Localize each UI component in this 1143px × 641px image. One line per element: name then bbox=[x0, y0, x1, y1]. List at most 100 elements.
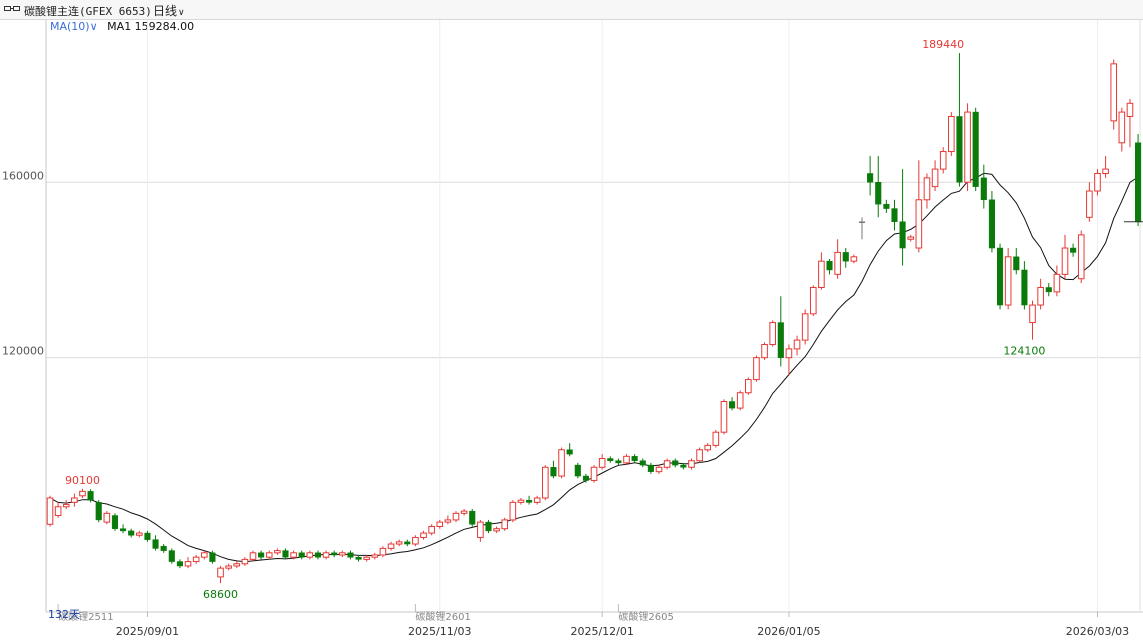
candle[interactable] bbox=[209, 550, 216, 564]
candle[interactable] bbox=[948, 112, 955, 156]
candle[interactable] bbox=[858, 217, 866, 240]
candle[interactable] bbox=[217, 565, 224, 584]
candle[interactable] bbox=[793, 335, 801, 356]
candle[interactable] bbox=[623, 454, 630, 466]
candle[interactable] bbox=[452, 511, 460, 523]
candle[interactable] bbox=[258, 550, 265, 560]
candle[interactable] bbox=[1102, 155, 1109, 178]
candle[interactable] bbox=[379, 546, 387, 558]
candle[interactable] bbox=[1037, 278, 1044, 310]
candle[interactable] bbox=[615, 458, 622, 466]
candle[interactable] bbox=[184, 557, 192, 569]
candle[interactable] bbox=[103, 511, 111, 525]
candle[interactable] bbox=[769, 320, 776, 347]
candle[interactable] bbox=[996, 243, 1004, 310]
candle[interactable] bbox=[533, 495, 541, 505]
candle[interactable] bbox=[314, 550, 322, 560]
candle[interactable] bbox=[1013, 248, 1020, 275]
candle[interactable] bbox=[355, 554, 362, 562]
candle[interactable] bbox=[460, 508, 468, 516]
candle[interactable] bbox=[1061, 234, 1069, 279]
candle[interactable] bbox=[590, 465, 598, 483]
candle[interactable] bbox=[509, 500, 517, 523]
candle[interactable] bbox=[200, 550, 208, 560]
candle[interactable] bbox=[160, 544, 167, 553]
candle[interactable] bbox=[526, 495, 533, 505]
candle[interactable] bbox=[1021, 261, 1028, 310]
candle[interactable] bbox=[1053, 265, 1061, 297]
candle[interactable] bbox=[761, 342, 768, 360]
candle[interactable] bbox=[46, 495, 54, 527]
candle[interactable] bbox=[517, 497, 525, 505]
candle[interactable] bbox=[54, 502, 62, 518]
candle[interactable] bbox=[720, 399, 728, 435]
candle[interactable] bbox=[753, 355, 760, 382]
candle[interactable] bbox=[168, 548, 175, 564]
candle[interactable] bbox=[680, 462, 687, 470]
candle[interactable] bbox=[809, 285, 817, 316]
candle[interactable] bbox=[128, 528, 135, 538]
candle[interactable] bbox=[428, 524, 435, 536]
candle[interactable] bbox=[1070, 243, 1077, 257]
candle[interactable] bbox=[347, 550, 354, 560]
candle[interactable] bbox=[842, 248, 849, 268]
candle[interactable] bbox=[907, 234, 915, 242]
candle[interactable] bbox=[931, 160, 939, 192]
candle[interactable] bbox=[1086, 182, 1093, 222]
candle[interactable] bbox=[891, 199, 898, 231]
candle[interactable] bbox=[249, 550, 257, 562]
candle[interactable] bbox=[712, 430, 720, 448]
candle[interactable] bbox=[136, 530, 143, 538]
candle[interactable] bbox=[331, 550, 338, 558]
candle[interactable] bbox=[469, 508, 476, 527]
candle[interactable] bbox=[1004, 248, 1012, 310]
candle[interactable] bbox=[801, 309, 809, 345]
candle[interactable] bbox=[192, 554, 200, 564]
candle[interactable] bbox=[477, 519, 484, 542]
candle[interactable] bbox=[785, 344, 793, 376]
candle[interactable] bbox=[915, 160, 923, 253]
candle[interactable] bbox=[972, 107, 979, 192]
candle[interactable] bbox=[777, 296, 784, 367]
candle[interactable] bbox=[493, 526, 500, 534]
candle[interactable] bbox=[566, 443, 573, 457]
candle[interactable] bbox=[144, 530, 151, 542]
candle[interactable] bbox=[420, 530, 427, 540]
candle[interactable] bbox=[939, 147, 947, 174]
candle[interactable] bbox=[176, 559, 183, 569]
candle[interactable] bbox=[883, 199, 890, 213]
candle[interactable] bbox=[322, 550, 330, 560]
candle[interactable] bbox=[1045, 283, 1052, 297]
candle[interactable] bbox=[696, 447, 703, 463]
candle[interactable] bbox=[964, 103, 971, 192]
candle[interactable] bbox=[485, 519, 492, 534]
candle[interactable] bbox=[363, 554, 370, 562]
candle[interactable] bbox=[988, 191, 995, 253]
candle[interactable] bbox=[704, 443, 712, 452]
candle[interactable] bbox=[736, 390, 744, 411]
candle[interactable] bbox=[834, 239, 841, 279]
candle[interactable] bbox=[444, 515, 452, 525]
candle[interactable] bbox=[1094, 169, 1101, 196]
candle[interactable] bbox=[87, 489, 94, 503]
ma-indicator-select[interactable]: MA(10)∨ bbox=[50, 20, 98, 33]
candle[interactable] bbox=[729, 397, 736, 411]
candle[interactable] bbox=[152, 535, 159, 551]
candle[interactable] bbox=[79, 488, 86, 498]
candle[interactable] bbox=[282, 548, 289, 560]
candle[interactable] bbox=[598, 454, 606, 470]
candle[interactable] bbox=[899, 169, 906, 266]
candle[interactable] bbox=[436, 519, 444, 529]
period-select[interactable]: 日线∨ bbox=[153, 2, 185, 19]
candle[interactable] bbox=[582, 473, 589, 483]
candle[interactable] bbox=[233, 561, 241, 569]
candle[interactable] bbox=[371, 552, 379, 560]
candle[interactable] bbox=[745, 377, 752, 395]
candle[interactable] bbox=[550, 460, 557, 479]
candle[interactable] bbox=[1135, 134, 1142, 227]
candle[interactable] bbox=[688, 458, 695, 470]
candle[interactable] bbox=[574, 462, 581, 479]
candle[interactable] bbox=[923, 173, 931, 209]
candle[interactable] bbox=[867, 155, 874, 196]
candle[interactable] bbox=[647, 462, 654, 474]
